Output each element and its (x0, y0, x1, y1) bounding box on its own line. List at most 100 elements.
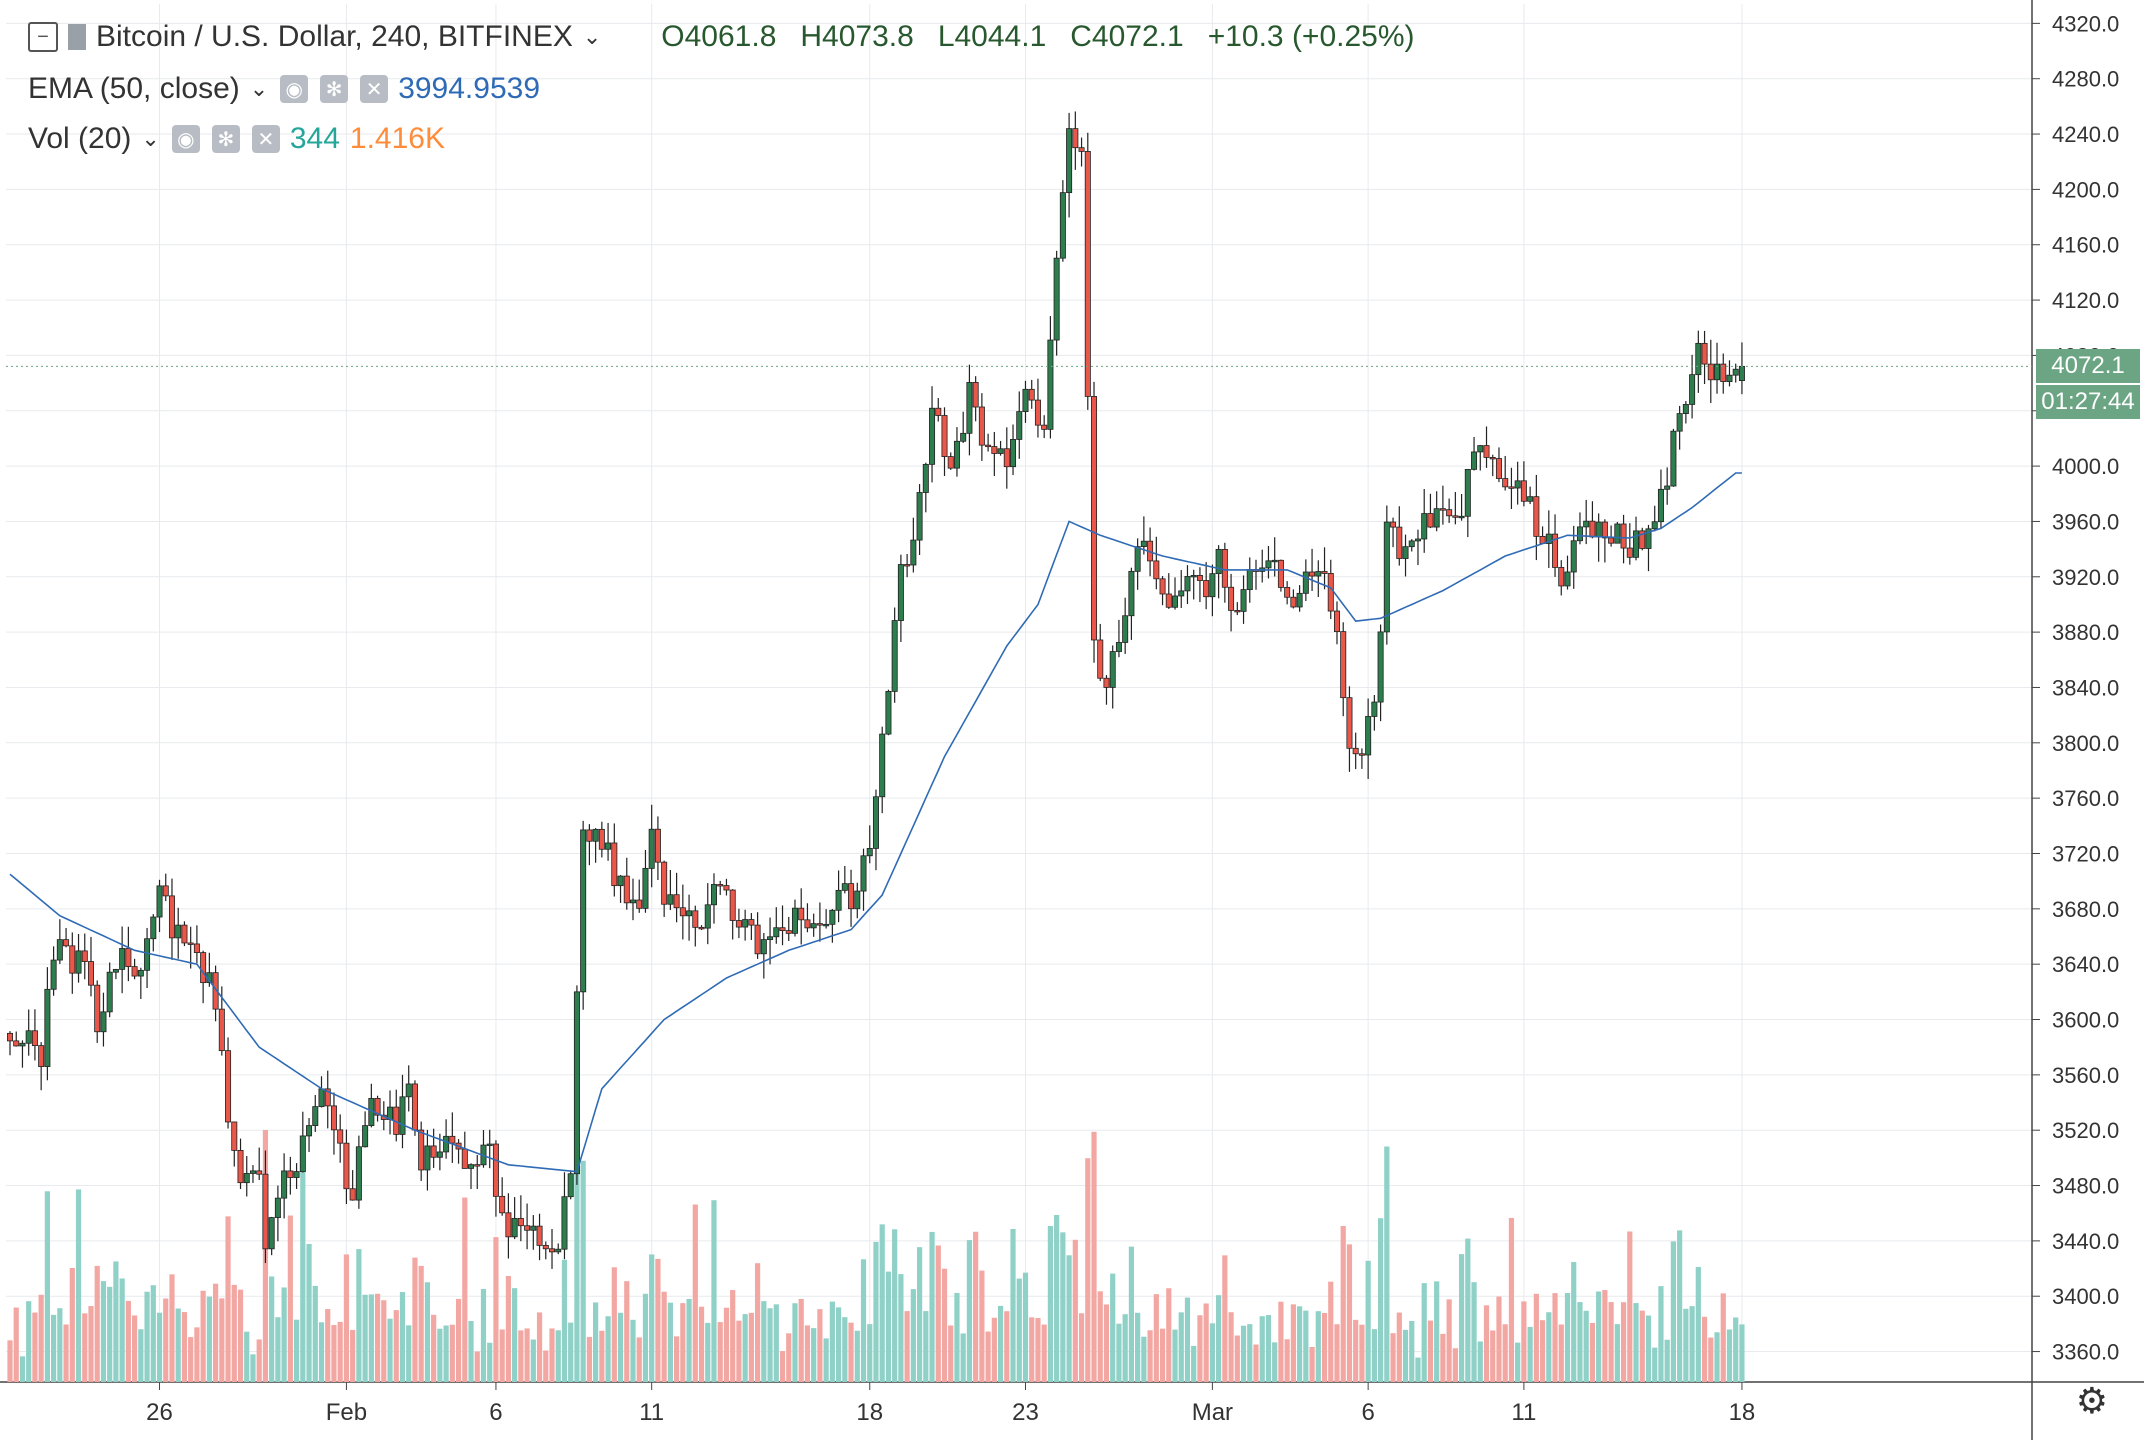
volume-bar (1645, 1315, 1652, 1382)
candle (168, 878, 175, 960)
chevron-down-icon[interactable]: ⌄ (141, 126, 160, 151)
volume-bar (761, 1301, 767, 1382)
volume-bar (1521, 1301, 1527, 1382)
volume-bar (680, 1303, 686, 1382)
candle-body (1115, 642, 1122, 652)
gear-icon[interactable]: ⚙ (2075, 1380, 2108, 1421)
candle-body (1670, 430, 1677, 487)
candle (1352, 732, 1359, 770)
candle (1651, 505, 1658, 532)
candle-body (1452, 515, 1459, 518)
eye-icon[interactable]: ◉ (171, 125, 200, 153)
close-icon[interactable]: ✕ (251, 125, 280, 153)
candle-body (1732, 368, 1739, 376)
candle (19, 1040, 26, 1068)
candle (767, 917, 774, 965)
collapse-square-icon[interactable]: − (28, 22, 58, 52)
candle (1059, 180, 1066, 262)
candle (1427, 493, 1434, 529)
volume-bar (1297, 1306, 1303, 1382)
candle (929, 386, 936, 483)
volume-bar (1116, 1323, 1122, 1382)
candle-body (1352, 747, 1359, 755)
volume-bar (1378, 1218, 1384, 1382)
vol-label[interactable]: Vol (20) (28, 122, 132, 155)
volume-bar (1191, 1345, 1197, 1382)
chevron-down-icon[interactable]: ⌄ (249, 76, 269, 101)
candle (94, 980, 101, 1043)
candle-body (879, 733, 886, 798)
candle-body (461, 1148, 468, 1169)
candle-body (692, 910, 699, 928)
candle-body (181, 924, 188, 944)
candle (13, 1031, 20, 1047)
ema-label[interactable]: EMA (50, close) (28, 72, 240, 105)
candle-body (1277, 559, 1284, 588)
vol-legend: Vol (20) ⌄ ◉ ✻ ✕ 344 1.416K (28, 122, 445, 156)
chevron-down-icon[interactable]: ⌄ (582, 24, 602, 49)
volume-bar (1440, 1333, 1446, 1382)
candle-body (1614, 523, 1621, 544)
candle-body (1034, 399, 1041, 426)
volume-bar (38, 1294, 44, 1382)
candle (1259, 549, 1266, 583)
candle (1533, 474, 1540, 561)
candle (274, 1185, 281, 1242)
volume-bar (1726, 1329, 1733, 1382)
volume-bar (1085, 1158, 1091, 1382)
candle (262, 1150, 269, 1264)
candle-body (1458, 515, 1465, 519)
candle (848, 869, 855, 927)
volume-bar (1465, 1238, 1471, 1382)
candle (1639, 527, 1646, 551)
cog-icon[interactable]: ✻ (320, 75, 349, 103)
volume-bar (773, 1304, 779, 1382)
candle (474, 1154, 481, 1190)
volume-bar (312, 1285, 318, 1382)
volume-bar (835, 1307, 842, 1382)
candle-body (798, 907, 805, 921)
candle-body (561, 1196, 568, 1250)
candle-body (891, 620, 898, 692)
candle (642, 850, 649, 913)
volume-bar (1110, 1273, 1116, 1382)
symbol-title[interactable]: Bitcoin / U.S. Dollar, 240, BITFINEX (96, 20, 573, 53)
candle-body (1421, 513, 1428, 540)
y-tick-label: 3440.0 (2052, 1229, 2119, 1254)
x-tick-label: 18 (856, 1399, 883, 1426)
candle (679, 884, 686, 940)
close-icon[interactable]: ✕ (360, 75, 389, 103)
candle (648, 804, 655, 888)
candle-body (268, 1217, 275, 1250)
candle (243, 1156, 250, 1197)
volume-bar (1515, 1342, 1521, 1382)
volume-bar (1546, 1312, 1552, 1382)
y-tick-label: 4280.0 (2052, 67, 2119, 92)
candle-body (430, 1145, 437, 1158)
volume-bar (281, 1287, 287, 1382)
volume-bar (973, 1231, 979, 1382)
candle (81, 933, 88, 980)
volume-bar (698, 1306, 705, 1382)
volume-bar (194, 1327, 200, 1382)
volume-bar (736, 1320, 742, 1382)
candle (885, 689, 892, 736)
candle (947, 452, 954, 470)
candle (468, 1163, 475, 1190)
candle (137, 967, 144, 1000)
candle-body (1433, 508, 1440, 528)
eye-icon[interactable]: ◉ (280, 75, 309, 103)
candle-body (330, 1105, 337, 1131)
candle (1091, 381, 1098, 663)
volume-bar (655, 1258, 661, 1382)
candle (1315, 560, 1322, 598)
volume-bar (1683, 1308, 1689, 1382)
candle (654, 816, 661, 880)
candle (1464, 468, 1471, 538)
candle-body (69, 945, 76, 974)
cog-icon[interactable]: ✻ (211, 125, 240, 153)
close-value: C4072.1 (1070, 20, 1184, 53)
candle (1408, 539, 1415, 552)
candle (50, 946, 57, 996)
